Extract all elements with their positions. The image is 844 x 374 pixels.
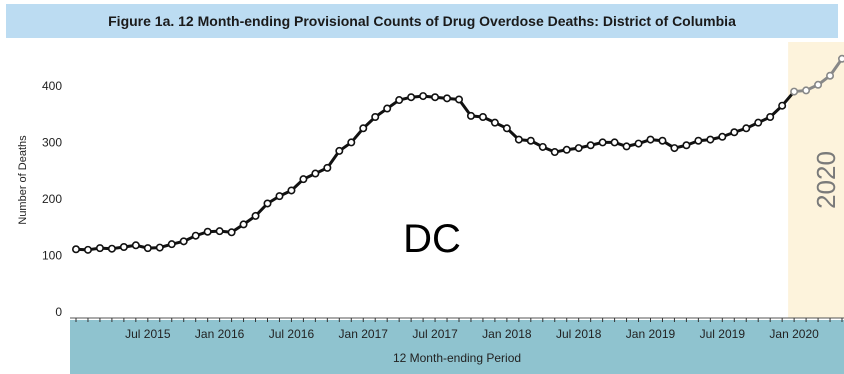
data-point [251, 211, 260, 220]
data-point [347, 138, 356, 147]
data-point [694, 136, 703, 145]
data-point [395, 96, 404, 105]
data-point [814, 80, 823, 89]
data-point [311, 169, 320, 178]
data-point [407, 93, 416, 102]
data-point [155, 243, 164, 252]
data-point [371, 113, 380, 122]
data-point [586, 141, 595, 150]
y-tick-label: 400 [42, 79, 62, 93]
x-axis-label: 12 Month-ending Period [393, 351, 521, 365]
x-tick-label: Jul 2015 [125, 327, 171, 341]
y-tick-label: 100 [42, 248, 62, 262]
data-point [323, 163, 332, 172]
highlight-2020-label: 2020 [811, 151, 841, 209]
data-point [742, 124, 751, 133]
data-point [514, 135, 523, 144]
data-point [167, 240, 176, 249]
data-point [778, 101, 787, 110]
data-point [83, 245, 92, 254]
data-point [766, 113, 775, 122]
data-point [287, 186, 296, 195]
data-point [670, 144, 679, 153]
data-point [802, 86, 811, 95]
data-point [263, 199, 272, 208]
data-point [838, 54, 844, 63]
data-point [478, 113, 487, 122]
x-tick-label: Jan 2016 [195, 327, 245, 341]
data-point [502, 124, 511, 133]
data-point [466, 111, 475, 120]
y-tick-label: 0 [55, 305, 62, 319]
y-axis-label: Number of Deaths [17, 135, 29, 225]
data-point [419, 92, 428, 101]
data-point [526, 136, 535, 145]
data-point [383, 104, 392, 113]
data-point [598, 138, 607, 147]
data-point [299, 175, 308, 184]
y-tick-label: 300 [42, 135, 62, 149]
data-point [826, 71, 835, 80]
data-point [179, 237, 188, 246]
x-tick-label: Jul 2018 [556, 327, 602, 341]
data-point [658, 136, 667, 145]
data-point [227, 228, 236, 237]
data-point [431, 93, 440, 102]
data-point [275, 192, 284, 201]
data-point [562, 145, 571, 154]
data-point [443, 94, 452, 103]
annotation-dc: DC [403, 217, 461, 261]
data-point [682, 141, 691, 150]
data-point [119, 243, 128, 252]
x-tick-label: Jul 2017 [412, 327, 458, 341]
x-tick-label: Jan 2019 [626, 327, 676, 341]
x-tick-label: Jan 2020 [769, 327, 819, 341]
chart-title: Figure 1a. 12 Month-ending Provisional C… [108, 13, 736, 29]
data-point [203, 227, 212, 236]
y-tick-label: 200 [42, 192, 62, 206]
data-point [131, 241, 140, 250]
data-point [634, 139, 643, 148]
data-point [359, 124, 368, 133]
x-tick-label: Jan 2018 [482, 327, 532, 341]
data-point [335, 146, 344, 155]
data-point [550, 148, 559, 157]
x-tick-label: Jul 2016 [269, 327, 315, 341]
data-point [454, 95, 463, 104]
data-point [646, 135, 655, 144]
data-point [754, 118, 763, 127]
data-point [790, 87, 799, 96]
data-point [143, 244, 152, 253]
data-point [72, 245, 81, 254]
data-point [239, 220, 248, 229]
title-bar: Figure 1a. 12 Month-ending Provisional C… [6, 4, 838, 38]
data-point [490, 118, 499, 127]
data-point [730, 128, 739, 137]
data-point [107, 244, 116, 253]
data-point [95, 244, 104, 253]
data-point [718, 132, 727, 141]
x-tick-label: Jan 2017 [339, 327, 389, 341]
x-axis-band [70, 320, 844, 374]
data-point [215, 227, 224, 236]
data-point [610, 138, 619, 147]
x-tick-label: Jul 2019 [700, 327, 746, 341]
data-point [191, 231, 200, 240]
data-point [706, 135, 715, 144]
data-point [622, 142, 631, 151]
data-point [538, 142, 547, 151]
data-point [574, 144, 583, 153]
